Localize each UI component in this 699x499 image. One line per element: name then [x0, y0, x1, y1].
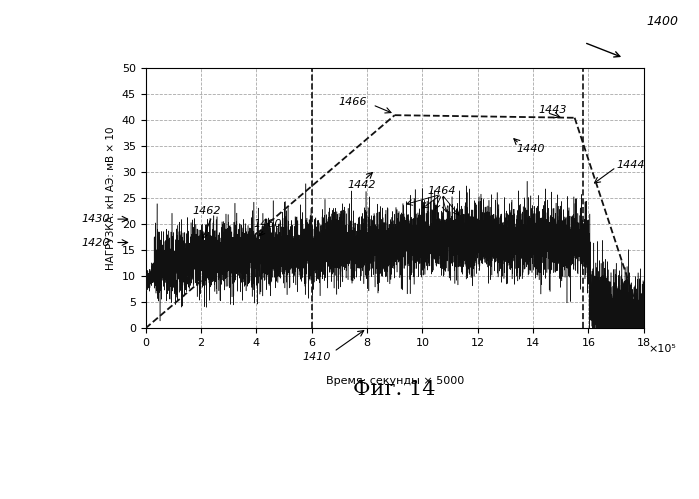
Text: 1443: 1443 — [539, 105, 567, 115]
Text: 1400: 1400 — [646, 15, 678, 28]
Text: 1466: 1466 — [339, 97, 368, 107]
Text: ×10⁵: ×10⁵ — [649, 344, 677, 354]
Text: 1420: 1420 — [81, 238, 110, 248]
Text: 1430: 1430 — [81, 214, 110, 224]
Text: 1460: 1460 — [253, 220, 282, 230]
X-axis label: Время: секунды × 5000: Время: секунды × 5000 — [326, 376, 464, 386]
Text: 1444: 1444 — [616, 160, 644, 170]
Text: 1440: 1440 — [517, 144, 545, 154]
Y-axis label: НАГРУЗКА: кН АЭ: мВ × 10: НАГРУЗКА: кН АЭ: мВ × 10 — [106, 127, 116, 270]
Text: 1442: 1442 — [347, 180, 376, 190]
Text: Фиг. 14: Фиг. 14 — [354, 380, 436, 399]
Text: 1410: 1410 — [303, 352, 331, 362]
Text: 1462: 1462 — [192, 206, 221, 217]
Text: 1464: 1464 — [428, 186, 456, 196]
